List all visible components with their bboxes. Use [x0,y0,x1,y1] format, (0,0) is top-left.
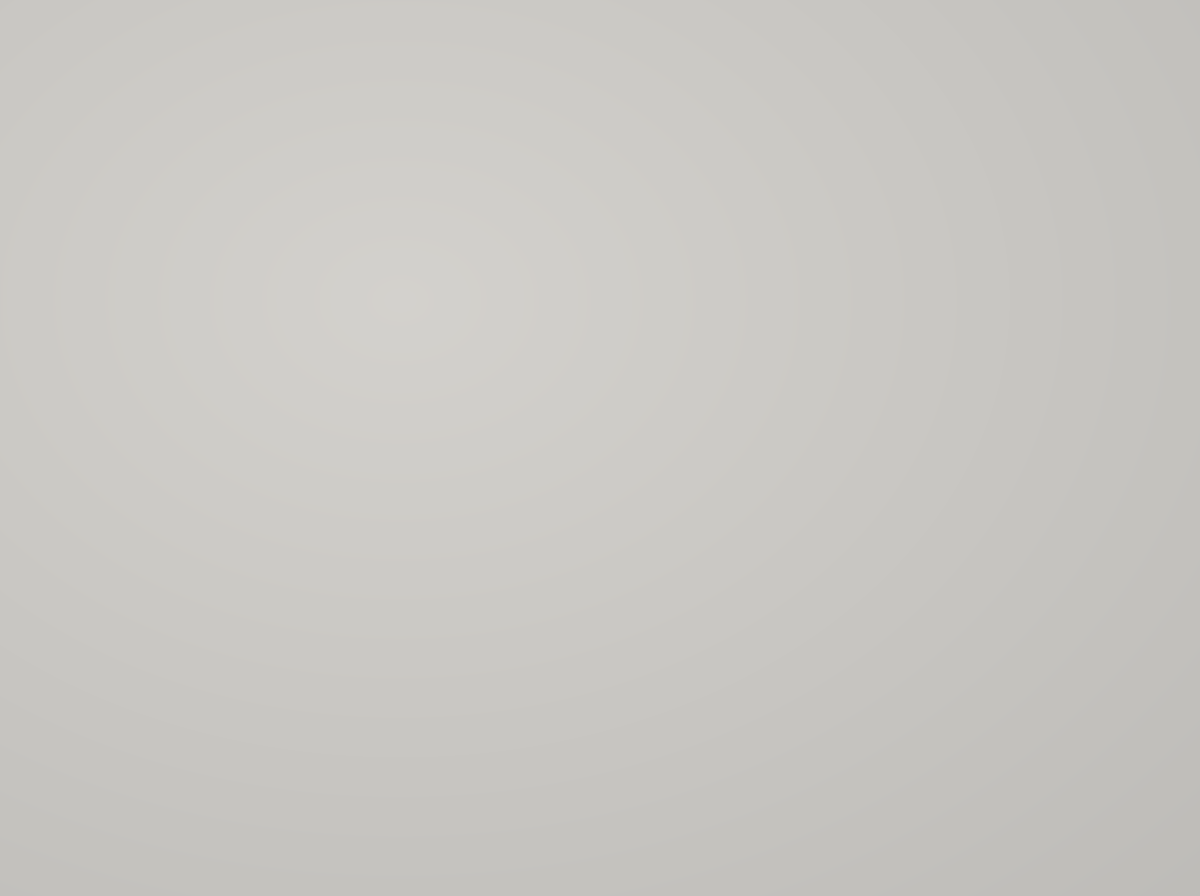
Bar [478,52,737,104]
Text: Blue: Blue [612,538,655,557]
Text: Violet: Violet [606,473,662,492]
Text: Bisacodyl: Bisacodyl [143,69,228,87]
Bar [730,255,1019,320]
Bar [106,855,283,896]
Bar [730,855,1019,896]
Bar [538,580,730,645]
Bar [538,385,730,450]
Bar [283,450,538,515]
Text: Red: Red [616,408,653,427]
Text: No Heating
(Benedict’s Soln): No Heating (Benedict’s Soln) [340,528,481,567]
Bar [538,515,730,580]
Text: 3 seconds: 3 seconds [562,17,653,35]
Bar [538,450,730,515]
Text: 7 minutes: 7 minutes [342,69,432,87]
Bar [283,255,538,320]
Text: Heating
(Lugol’s Soln): Heating (Lugol’s Soln) [354,333,467,372]
Bar [283,385,538,450]
Bar [730,515,1019,580]
Bar [283,320,538,385]
Bar [730,320,1019,385]
Bar [737,52,996,104]
Text: nis: nis [182,866,206,884]
Text: TT4: TT4 [178,618,211,636]
Bar [74,52,296,104]
Text: lition &: lition & [380,866,440,884]
Text: Samples: Samples [151,279,236,297]
Text: TT1: TT1 [178,405,211,423]
Text: Dissolves faster
in soda.: Dissolves faster in soda. [796,58,938,98]
Text: With reaction.: With reaction. [809,408,941,427]
Text: Generalizations:: Generalizations: [130,665,300,685]
Bar [296,0,478,52]
Bar [106,255,283,320]
Text: Results: Results [596,279,671,297]
Text: TT3: TT3 [178,535,211,553]
Text: No reaction.: No reaction. [817,343,931,362]
Bar [296,52,478,104]
Text: Brown: Brown [604,343,665,362]
Text: Condition &
Reagents: Condition & Reagents [352,268,470,307]
Bar [283,515,538,580]
Bar [106,320,283,385]
Text: TT2: TT2 [178,470,211,487]
Text: Heating
(Benedict’s Soln): Heating (Benedict’s Soln) [340,398,481,437]
Bar [106,450,283,515]
Bar [74,0,296,52]
Text: Remarks: Remarks [834,866,916,884]
Text: No Heating
(Lugol’s Soln): No Heating (Lugol’s Soln) [354,463,467,502]
Text: B.  Carbohydrate Digestion: B. Carbohydrate Digestion [95,217,397,237]
Text: 5 minutes: 5 minutes [563,69,653,87]
Bar [737,0,996,52]
Bar [478,0,737,52]
Bar [730,385,1019,450]
Text: No reaction.: No reaction. [817,538,931,557]
Text: Generalizations:: Generalizations: [130,122,300,142]
Bar [538,855,730,896]
Bar [730,450,1019,515]
Bar [538,320,730,385]
Text: Remarks: Remarks [830,279,919,297]
Bar [106,580,283,645]
Text: Dissolves faster
in soda.: Dissolves faster in soda. [796,6,938,46]
Bar [283,580,538,645]
Text: With reaction.: With reaction. [809,473,941,492]
Bar [106,515,283,580]
Bar [283,855,538,896]
Bar [730,580,1019,645]
Bar [106,385,283,450]
Bar [538,255,730,320]
